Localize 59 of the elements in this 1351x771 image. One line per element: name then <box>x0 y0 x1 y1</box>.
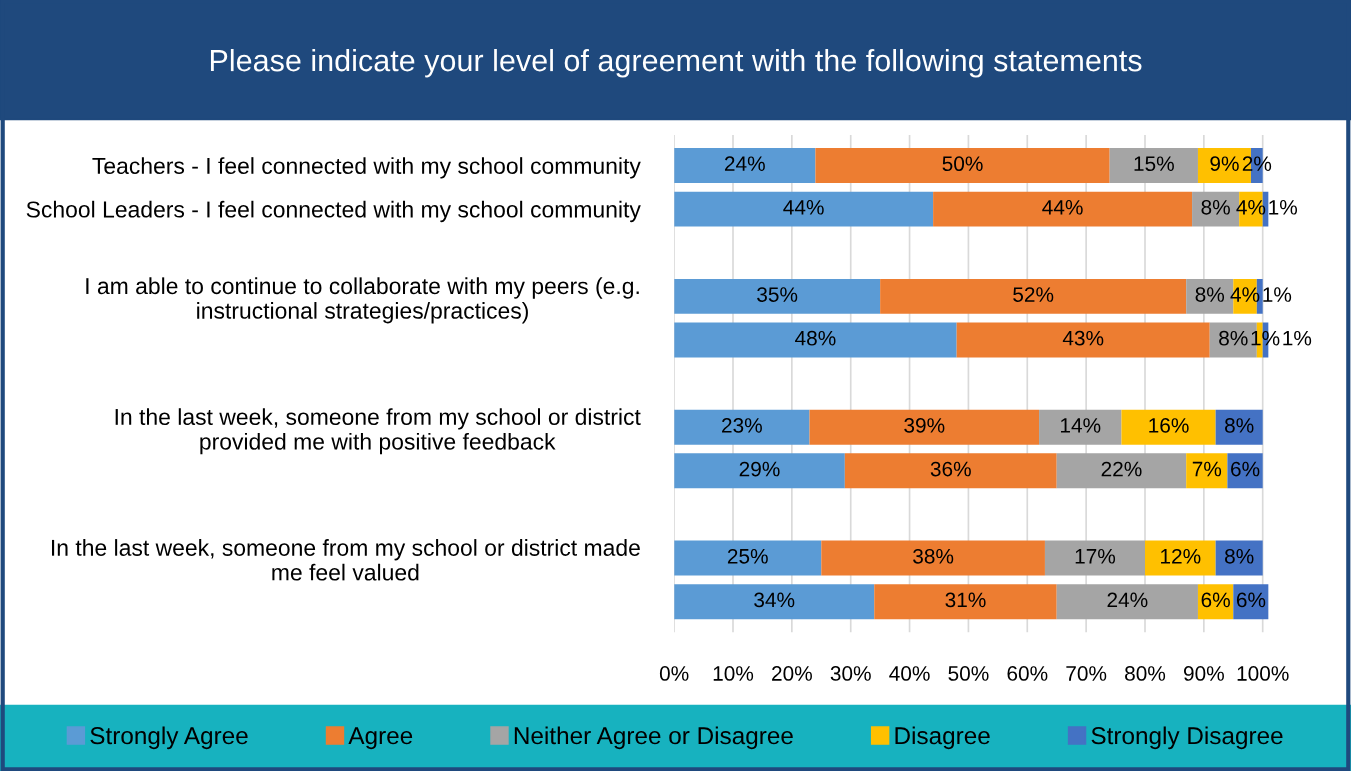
data-label: 24% <box>724 156 765 171</box>
data-label: 52% <box>1013 287 1054 302</box>
data-label: 7% <box>1192 461 1222 477</box>
x-tick-label: 100% <box>1237 666 1289 681</box>
y-tick-label: I am able to continue to collaborate with my peers (e.g. instructional strategies/practices) <box>86 277 639 324</box>
data-label: 14% <box>1060 418 1101 433</box>
y-tick-label: In the last week, someone from my school or district made me feel valued <box>51 539 640 581</box>
data-label: 2% <box>1242 156 1272 171</box>
x-tick-label: 50% <box>948 666 989 681</box>
data-label: 12% <box>1161 548 1201 564</box>
data-label: 6% <box>1231 461 1260 477</box>
x-tick-label: 10% <box>713 666 754 681</box>
data-label: 17% <box>1075 548 1116 564</box>
data-label: 15% <box>1134 156 1174 172</box>
y-tick-label: Teachers - I feel connected with my school community <box>92 157 641 179</box>
data-label: 1% <box>1269 200 1298 215</box>
data-label: 16% <box>1149 418 1189 433</box>
data-label: 25% <box>727 548 768 564</box>
x-tick-label: 60% <box>1007 666 1048 681</box>
data-label: 9% <box>1210 156 1239 172</box>
data-label: 8% <box>1201 199 1230 215</box>
data-label: 6% <box>1236 592 1266 608</box>
data-label: 8% <box>1219 330 1248 346</box>
legend-label: Strongly Disagree <box>1091 726 1283 750</box>
data-label: 8% <box>1195 287 1225 302</box>
data-label: 48% <box>795 330 836 346</box>
x-tick-label: 20% <box>772 666 812 681</box>
data-label: 38% <box>913 548 954 564</box>
data-label: 1% <box>1283 330 1312 346</box>
data-label: 29% <box>739 461 780 477</box>
data-label: 31% <box>945 592 986 608</box>
data-label: 34% <box>754 592 795 608</box>
data-label: 24% <box>1107 592 1148 608</box>
x-tick-label: 30% <box>830 666 871 681</box>
data-label: 44% <box>1042 200 1083 215</box>
y-tick-label: School Leaders - I feel connected with my school community <box>26 200 641 223</box>
data-label: 44% <box>783 200 824 215</box>
x-tick-label: 0% <box>659 666 689 681</box>
legend-label: Strongly Agree <box>90 726 248 750</box>
x-tick-label: 70% <box>1066 666 1107 681</box>
legend-label: Agree <box>348 727 413 750</box>
data-label: 36% <box>930 461 971 477</box>
data-label: 6% <box>1201 592 1230 608</box>
chart-title: Please indicate your level of agreement with the following statements <box>210 48 1142 78</box>
data-label: 23% <box>722 418 762 433</box>
x-tick-label: 80% <box>1125 666 1166 681</box>
data-label: 39% <box>904 418 945 433</box>
data-label: 35% <box>757 287 798 302</box>
legend-label: Neither Agree or Disagree <box>514 726 793 750</box>
data-label: 50% <box>942 156 983 172</box>
data-label: 22% <box>1101 461 1142 477</box>
x-tick-label: 40% <box>889 666 930 681</box>
legend-label: Disagree <box>895 726 990 750</box>
data-label: 43% <box>1062 330 1104 346</box>
y-tick-label: In the last week, someone from my school or district provided me with positive feedback <box>115 408 641 455</box>
data-label: 8% <box>1225 418 1254 433</box>
x-tick-label: 90% <box>1183 666 1224 681</box>
data-label: 8% <box>1225 548 1254 564</box>
data-label: 1% <box>1263 287 1292 302</box>
